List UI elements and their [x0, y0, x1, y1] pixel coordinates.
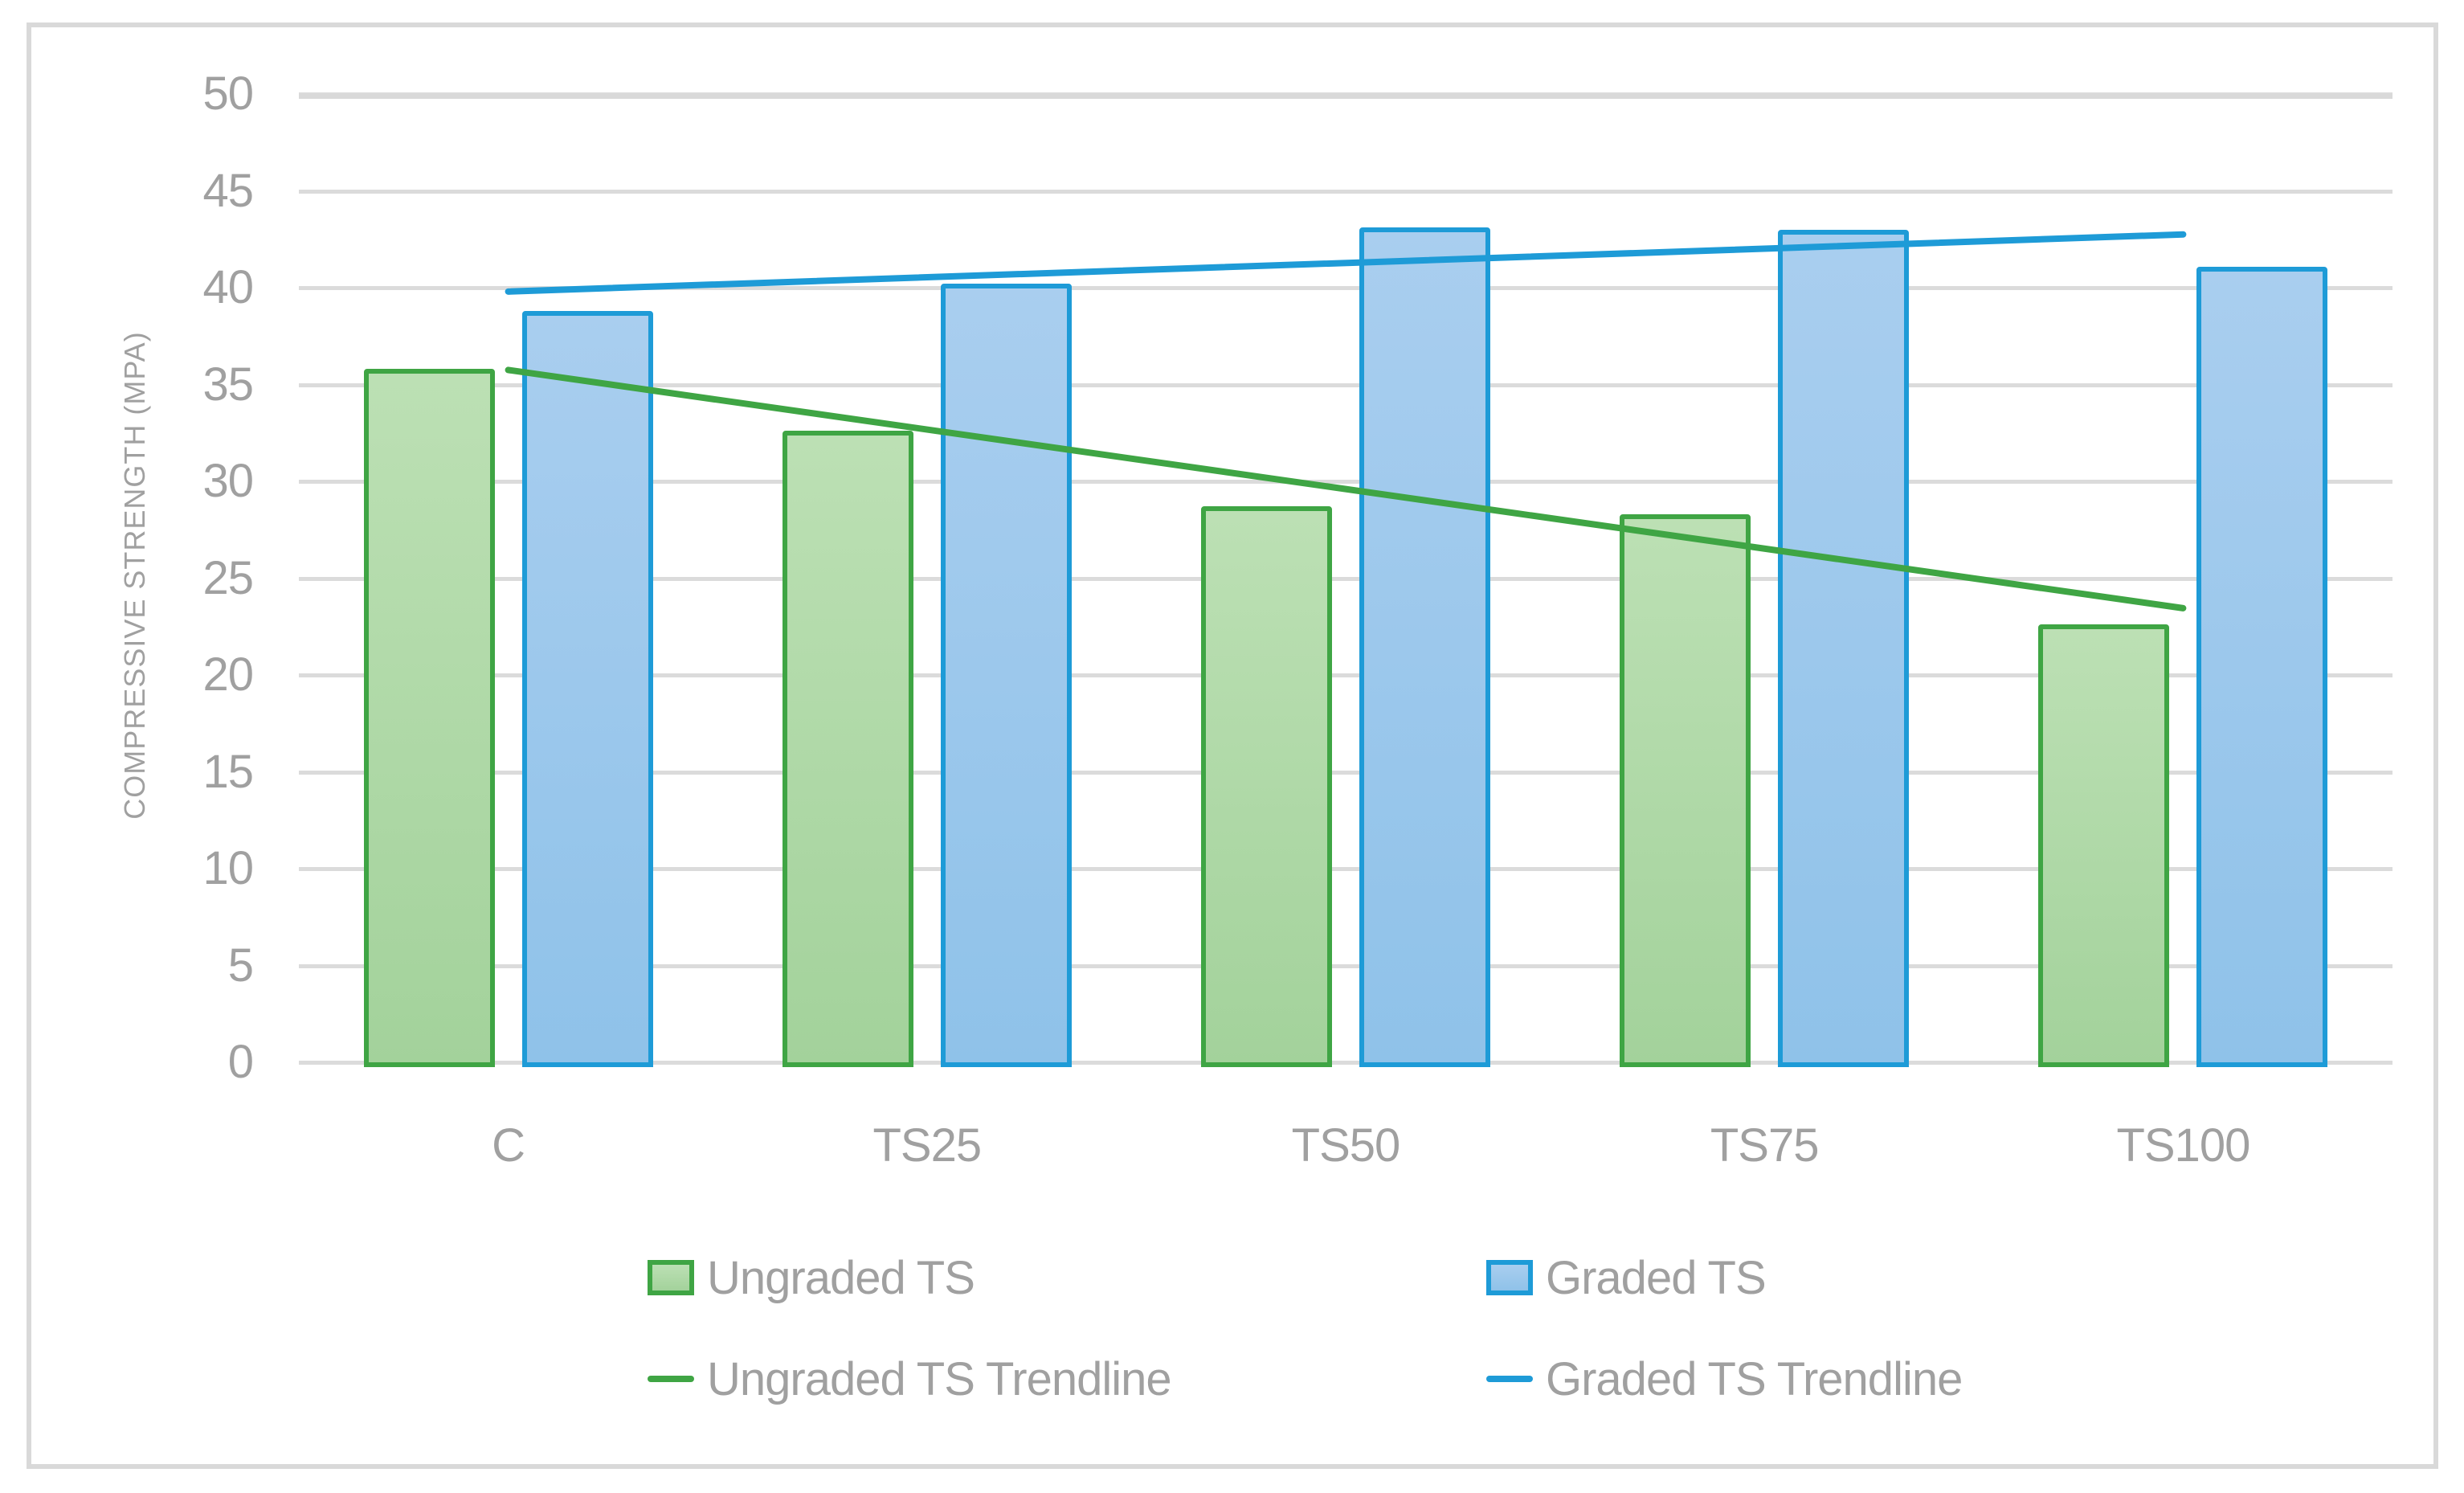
bar-graded-ts-ts50 [1359, 227, 1490, 1067]
bar-ungraded-ts-ts25 [782, 431, 913, 1067]
y-tick-label-25: 25 [202, 551, 254, 604]
y-tick-label-50: 50 [202, 67, 254, 120]
x-axis-label-c: C [492, 1119, 525, 1172]
gridline-0 [299, 1061, 2392, 1065]
gridline-25 [299, 576, 2392, 581]
x-axis-label-ts25: TS25 [872, 1119, 982, 1172]
trendlines [505, 231, 2187, 612]
bar-graded-ts-ts75 [1778, 229, 1910, 1067]
y-tick-label-10: 10 [202, 842, 254, 894]
bar-ungraded-ts-c [363, 369, 495, 1067]
legend-swatch-graded-ts [1486, 1260, 1533, 1295]
legend-item-graded-ts: Graded TS [1486, 1252, 1767, 1304]
gridline-30 [299, 480, 2392, 484]
bar-graded-ts-c [521, 310, 653, 1067]
y-tick-label-20: 20 [202, 648, 254, 701]
legend-item-ungraded-ts: Ungraded TS [648, 1252, 975, 1304]
bar-ungraded-ts-ts75 [1620, 513, 1751, 1067]
legend-label-ungraded-ts: Ungraded TS [707, 1251, 975, 1304]
bar-graded-ts-ts25 [940, 284, 1072, 1067]
y-tick-label-0: 0 [227, 1036, 254, 1088]
gridline-40 [299, 286, 2392, 290]
y-tick-label-40: 40 [202, 261, 254, 313]
trendline-ungraded-ts-trendline [505, 366, 2187, 612]
x-axis-line [299, 94, 2392, 99]
legend-line-swatch-graded-trendline [1486, 1361, 1533, 1397]
y-tick-label-45: 45 [202, 164, 254, 217]
gridline-45 [299, 189, 2392, 194]
legend-swatch-ungraded-ts [648, 1260, 694, 1295]
gridline-20 [299, 673, 2392, 677]
trendline-graded-ts-trendline [505, 231, 2187, 295]
legend-label-ungraded-ts-trendline: Ungraded TS Trendline [707, 1352, 1172, 1405]
legend-label-graded-ts-trendline: Graded TS Trendline [1546, 1352, 1963, 1405]
y-tick-label-5: 5 [227, 939, 254, 992]
x-axis-label-ts50: TS50 [1291, 1119, 1401, 1172]
bar-ungraded-ts-ts100 [2038, 624, 2170, 1067]
gridline-35 [299, 382, 2392, 387]
x-axis-label-ts75: TS75 [1710, 1119, 1820, 1172]
gridline-15 [299, 770, 2392, 775]
y-tick-label-15: 15 [202, 745, 254, 798]
figure-border [27, 22, 2438, 1469]
legend-line-swatch-ungraded-trendline [648, 1361, 694, 1397]
legend-item-graded-ts-trendline: Graded TS Trendline [1486, 1353, 1963, 1405]
bar-ungraded-ts-ts50 [1201, 506, 1332, 1067]
legend-item-ungraded-ts-trendline: Ungraded TS Trendline [648, 1353, 1172, 1405]
plot-area [299, 92, 2392, 1067]
gridline-10 [299, 867, 2392, 871]
x-axis-label-ts100: TS100 [2116, 1119, 2250, 1172]
bar-graded-ts-ts100 [2196, 266, 2328, 1067]
gridline-5 [299, 963, 2392, 968]
y-tick-label-30: 30 [202, 455, 254, 507]
legend-label-graded-ts: Graded TS [1546, 1251, 1767, 1304]
y-tick-label-35: 35 [202, 358, 254, 411]
